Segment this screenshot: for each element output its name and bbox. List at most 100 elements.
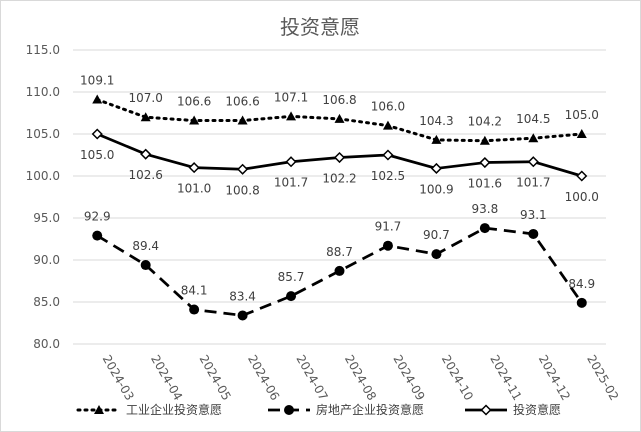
data-point-overall: [430, 162, 442, 175]
grid-layer: [73, 49, 606, 345]
legend-label-industrial: 工业企业投资意愿: [126, 402, 222, 417]
data-point-industrial: [479, 135, 490, 145]
data-label-realestate: 93.8: [472, 202, 499, 216]
y-tick-label: 105.0: [26, 127, 60, 141]
legend: 工业企业投资意愿 房地产企业投资意愿 投资意愿: [76, 402, 561, 417]
x-tick-label: 2024-06: [245, 353, 282, 403]
data-label-realestate: 92.9: [84, 210, 111, 224]
data-label-industrial: 107.0: [129, 91, 163, 105]
data-point-industrial: [189, 115, 200, 125]
data-label-industrial: 106.6: [177, 95, 211, 109]
data-label-realestate: 91.7: [375, 220, 402, 234]
data-label-overall: 102.2: [322, 172, 356, 186]
data-label-industrial: 104.2: [468, 115, 502, 129]
data-point-realestate: [479, 223, 490, 234]
data-point-overall: [333, 151, 346, 164]
data-label-realestate: 84.1: [181, 284, 208, 298]
data-point-industrial: [92, 94, 103, 104]
data-point-realestate: [140, 260, 151, 271]
y-tick-label: 90.0: [33, 253, 60, 267]
data-point-realestate: [189, 304, 200, 315]
data-label-industrial: 109.1: [80, 74, 114, 88]
y-tick-label: 85.0: [33, 295, 60, 309]
data-label-industrial: 104.3: [419, 114, 453, 128]
x-tick-label: 2024-11: [487, 353, 524, 403]
data-point-overall: [382, 149, 394, 161]
data-label-industrial: 106.8: [322, 93, 356, 107]
data-label-overall: 105.0: [80, 148, 114, 162]
x-axis: 2024-03 2024-04 2024-05 2024-06 2024-07 2024-…: [100, 353, 622, 403]
data-point-realestate: [382, 240, 393, 251]
legend-marker-realestate: [284, 405, 294, 415]
data-point-industrial: [528, 133, 539, 143]
data-label-realestate: 93.1: [520, 208, 547, 222]
data-point-overall: [237, 163, 249, 175]
data-point-industrial: [334, 113, 345, 123]
data-label-industrial: 106.0: [371, 100, 405, 114]
y-tick-label: 110.0: [26, 85, 60, 99]
data-label-overall: 100.9: [419, 182, 453, 196]
data-label-realestate: 84.9: [568, 277, 595, 291]
y-axis: 80.0 85.0 90.0 95.0 100.0 105.0 110.0 115.0: [26, 43, 60, 351]
data-point-industrial: [286, 111, 297, 121]
x-tick-label: 2024-10: [439, 353, 476, 403]
legend-label-overall: 投资意愿: [513, 402, 561, 417]
series-layer: [91, 94, 588, 321]
data-label-industrial: 105.0: [565, 108, 599, 122]
data-label-overall: 101.6: [468, 177, 502, 191]
data-point-overall: [285, 156, 297, 168]
y-tick-label: 80.0: [33, 337, 60, 351]
data-label-industrial: 104.5: [516, 112, 550, 126]
x-tick-label: 2024-05: [197, 353, 234, 403]
x-tick-label: 2024-03: [100, 353, 137, 403]
data-point-industrial: [576, 129, 587, 138]
x-tick-label: 2024-12: [536, 353, 573, 403]
x-tick-label: 2025-02: [584, 353, 621, 403]
y-tick-label: 95.0: [33, 211, 60, 225]
data-point-overall: [188, 162, 200, 174]
data-label-realestate: 89.4: [132, 239, 159, 253]
data-point-overall: [140, 148, 152, 160]
data-point-industrial: [140, 112, 151, 122]
data-point-realestate: [237, 310, 248, 321]
y-tick-label: 100.0: [26, 169, 60, 183]
data-label-overall: 101.7: [516, 176, 550, 190]
data-point-overall: [91, 128, 103, 140]
legend-marker-overall: [480, 404, 492, 416]
data-point-realestate: [576, 297, 587, 308]
data-point-realestate: [431, 249, 442, 260]
data-label-realestate: 83.4: [229, 289, 256, 303]
data-point-realestate: [286, 291, 297, 302]
data-label-overall: 101.7: [274, 176, 308, 190]
data-point-overall: [479, 156, 491, 169]
chart-title: 投资意愿: [280, 15, 360, 39]
data-label-overall: 102.5: [371, 169, 405, 183]
data-label-industrial: 107.1: [274, 90, 308, 104]
data-point-overall: [576, 170, 588, 182]
data-point-overall: [527, 156, 539, 168]
series-line-realestate: [96, 226, 583, 317]
data-point-industrial: [431, 134, 442, 144]
data-label-overall: 100.0: [565, 190, 599, 204]
data-label-realestate: 88.7: [326, 245, 353, 259]
data-label-overall: 101.0: [177, 182, 211, 196]
legend-label-realestate: 房地产企业投资意愿: [316, 402, 424, 417]
legend-marker-industrial: [94, 405, 104, 414]
data-point-industrial: [382, 120, 393, 130]
x-tick-label: 2024-04: [148, 353, 185, 403]
data-label-overall: 100.8: [225, 183, 259, 197]
data-label-overall: 102.6: [129, 168, 163, 182]
data-point-industrial: [237, 115, 248, 125]
data-point-realestate: [334, 265, 345, 276]
data-point-realestate: [528, 228, 539, 239]
x-tick-label: 2024-09: [390, 353, 427, 403]
data-label-layer: 109.1 107.0 106.6 106.6 107.1 106.8 106.0 104.3…: [80, 74, 599, 304]
y-tick-label: 115.0: [26, 43, 60, 57]
data-label-industrial: 106.6: [225, 95, 259, 109]
x-tick-label: 2024-08: [342, 353, 379, 403]
data-label-realestate: 90.7: [423, 228, 450, 242]
x-tick-label: 2024-07: [293, 353, 330, 403]
data-point-realestate: [92, 230, 103, 241]
data-label-realestate: 85.7: [278, 270, 305, 284]
